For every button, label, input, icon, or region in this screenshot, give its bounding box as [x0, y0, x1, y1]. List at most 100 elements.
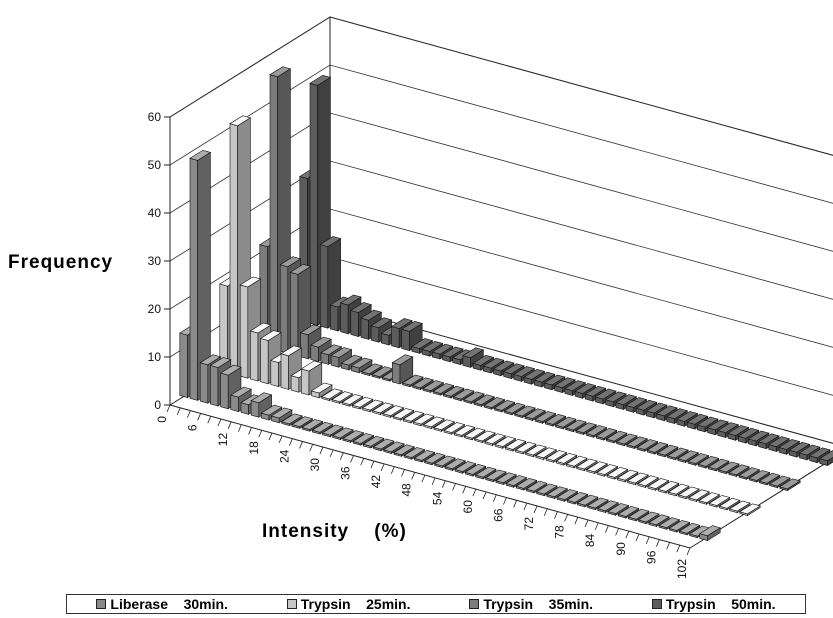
chart-legend: Liberase 30min. Trypsin 25min. Trypsin 35m… — [66, 594, 806, 614]
bar — [391, 354, 414, 385]
x-tick-label: 12 — [216, 433, 230, 447]
bar — [545, 450, 568, 463]
x-tick-label: 60 — [461, 500, 475, 514]
bar — [575, 422, 598, 436]
bar — [566, 491, 589, 505]
x-tick — [421, 474, 426, 483]
y-tick-label: 10 — [148, 350, 162, 364]
bar — [595, 427, 618, 441]
x-tick — [350, 455, 354, 463]
bar — [352, 433, 375, 446]
x-tick — [513, 500, 518, 508]
x-tick — [258, 430, 263, 438]
bar — [250, 392, 273, 418]
x-tick — [187, 410, 191, 418]
bar — [657, 480, 680, 494]
x-tick — [625, 531, 630, 539]
x-tick-label: 30 — [308, 458, 322, 472]
bar — [555, 452, 578, 466]
x-tick-label: 42 — [369, 475, 383, 489]
chart-axes: 0 10 20 30 40 50 60 0 6 12 18 24 30 36 42 48 54 60 66 72 78 8… — [148, 110, 691, 579]
legend-item: Trypsin 25min. — [286, 596, 410, 612]
bar — [708, 495, 731, 508]
bar — [454, 461, 477, 474]
bar — [483, 397, 506, 410]
bar — [189, 149, 212, 401]
x-tick-label: 24 — [277, 449, 291, 463]
bar — [728, 464, 750, 478]
bar — [392, 408, 415, 421]
bar — [586, 461, 609, 475]
x-tick — [401, 469, 405, 477]
bar — [556, 489, 579, 502]
bar — [615, 433, 638, 447]
bar — [738, 467, 761, 480]
bar — [444, 458, 467, 472]
bar — [524, 408, 547, 422]
bar — [688, 489, 710, 503]
legend-item: Trypsin 50min. — [651, 596, 776, 612]
bar — [596, 464, 619, 477]
bar — [647, 478, 670, 491]
x-tick — [309, 444, 314, 452]
x-tick — [666, 542, 670, 550]
bar — [544, 413, 567, 427]
x-tick — [472, 488, 477, 497]
bar — [411, 377, 434, 391]
legend-item: Trypsin 35min. — [469, 596, 593, 612]
x-tick — [166, 404, 171, 413]
bar — [463, 427, 486, 441]
bar — [616, 469, 639, 483]
bar — [525, 480, 548, 494]
x-tick — [248, 427, 252, 435]
x-tick — [686, 547, 691, 556]
bar — [666, 447, 689, 461]
x-tick — [217, 418, 222, 427]
x-tick-label: 96 — [644, 550, 658, 564]
bar — [331, 427, 354, 441]
bar — [360, 363, 383, 377]
legend-swatch — [469, 599, 480, 609]
bar — [546, 486, 569, 500]
legend-swatch — [286, 599, 297, 609]
bar — [484, 469, 507, 483]
bar — [607, 503, 630, 516]
bar — [627, 508, 650, 522]
bar — [320, 388, 343, 402]
bar — [658, 517, 681, 530]
x-tick — [605, 525, 609, 533]
bar — [698, 492, 721, 505]
x-tick-label: 6 — [186, 424, 200, 431]
bar — [514, 441, 537, 455]
bar — [678, 522, 701, 536]
bar — [504, 438, 527, 452]
chart-bars — [179, 66, 833, 542]
bar — [637, 475, 660, 489]
bar — [687, 453, 710, 466]
x-tick — [227, 421, 232, 429]
x-tick-label: 84 — [583, 533, 597, 547]
bar — [473, 430, 496, 444]
bar — [656, 444, 679, 458]
bar — [677, 450, 700, 464]
x-tick-label: 18 — [247, 441, 261, 455]
x-tick-label: 102 — [675, 559, 689, 579]
x-tick — [319, 446, 324, 455]
bar — [597, 500, 620, 514]
bar — [423, 452, 446, 466]
bar — [565, 455, 588, 469]
bar — [433, 455, 456, 469]
bar — [524, 444, 547, 458]
gridline — [169, 16, 833, 156]
x-tick — [492, 494, 497, 502]
bar — [575, 458, 598, 472]
bar — [586, 497, 609, 511]
bar — [371, 402, 394, 416]
bar — [668, 520, 691, 533]
x-tick — [564, 514, 569, 522]
legend-label: Trypsin 35min. — [483, 596, 594, 612]
bar — [503, 402, 526, 416]
x-tick — [370, 460, 375, 469]
bar — [739, 503, 761, 517]
x-tick — [431, 477, 436, 486]
